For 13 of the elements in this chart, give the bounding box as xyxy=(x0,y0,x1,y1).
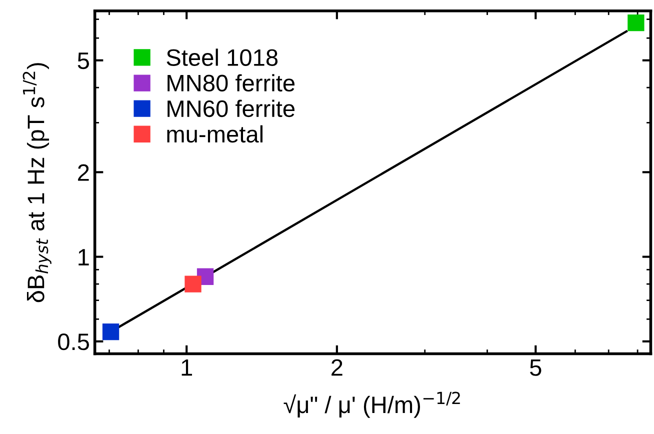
y-tick-label: 2 xyxy=(78,164,89,181)
x-tick-label: 5 xyxy=(530,359,542,376)
legend-label: mu-metal xyxy=(167,125,262,143)
legend-label: MN60 ferrite xyxy=(168,100,295,118)
y-axis-title: δB$_{hyst}$ at 1 Hz (pT s$^{1/2}$) xyxy=(22,63,52,302)
y-tick-label: 0.5 xyxy=(58,333,89,350)
x-tick-label: 2 xyxy=(332,359,342,376)
y-tick-label: 5 xyxy=(78,52,89,70)
x-axis-title: √μ" / μ' (H/m)$^{−1/2}$ xyxy=(284,392,460,418)
legend-label: Steel 1018 xyxy=(166,48,278,66)
legend-label: MN80 ferrite xyxy=(168,74,295,92)
y-tick-label: 1 xyxy=(78,249,89,266)
x-tick-label: 1 xyxy=(182,359,192,376)
